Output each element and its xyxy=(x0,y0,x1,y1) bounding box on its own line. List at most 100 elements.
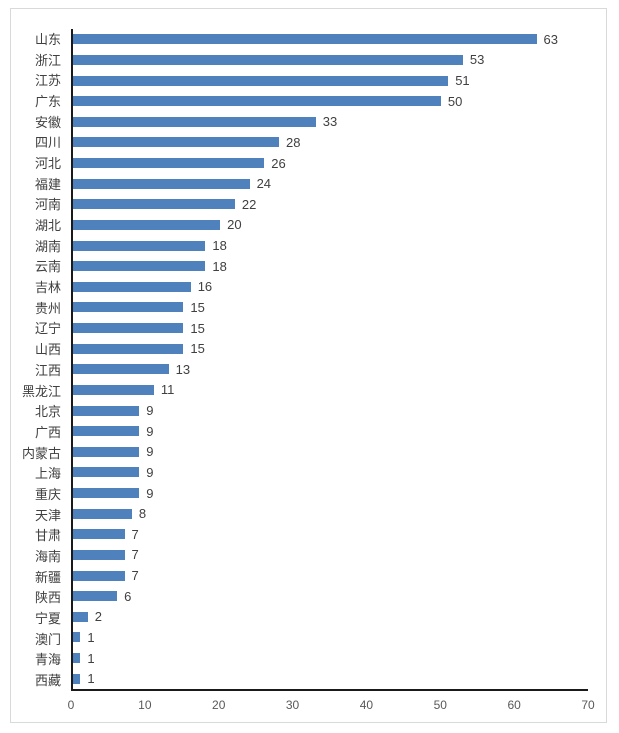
x-tick-label: 30 xyxy=(285,698,300,712)
value-label: 15 xyxy=(190,299,205,315)
bar xyxy=(73,364,169,375)
category-label: 天津 xyxy=(34,507,61,523)
bar-row: 9 xyxy=(73,483,588,504)
value-label: 7 xyxy=(131,568,139,584)
bar xyxy=(73,488,140,499)
bar-row: 1 xyxy=(73,668,588,689)
chart-frame: 山东 浙江 江苏 广东 安徽 四川 河北 福建 河南 湖北 湖南 云南 吉林 贵州 辽宁 山西 江西 黑龙江 北京广… xyxy=(10,8,607,723)
bar xyxy=(73,653,81,664)
bar-row: 2 xyxy=(73,607,588,628)
category-label: 海南 xyxy=(34,549,61,565)
bar-row: 9 xyxy=(73,421,588,442)
category-label: 河南 xyxy=(34,197,61,213)
category-label: 浙江 xyxy=(34,52,61,68)
category-label: 福建 xyxy=(34,176,61,192)
bar-row: 8 xyxy=(73,503,588,524)
bar xyxy=(73,137,279,148)
category-label: 湖北 xyxy=(34,218,61,234)
category-label: 广西 xyxy=(34,424,61,440)
bar xyxy=(73,529,125,540)
bar xyxy=(73,591,118,602)
category-label: 湖南 xyxy=(34,238,61,254)
bar-row: 1 xyxy=(73,648,588,669)
bar xyxy=(73,611,88,622)
bar xyxy=(73,570,125,581)
bar-row: 6 xyxy=(73,586,588,607)
category-label: 澳门 xyxy=(34,631,61,647)
bar-row: 18 xyxy=(73,235,588,256)
x-tick-label: 50 xyxy=(433,698,447,712)
category-label: 广东 xyxy=(34,93,61,109)
bar xyxy=(73,54,463,65)
bar xyxy=(73,178,250,189)
category-label: 青海 xyxy=(34,652,61,668)
bar-row: 15 xyxy=(73,297,588,318)
bar xyxy=(73,405,140,416)
value-label: 24 xyxy=(256,176,272,192)
value-label: 26 xyxy=(271,155,286,171)
category-label: 吉林 xyxy=(34,280,61,296)
bar-row: 7 xyxy=(73,524,588,545)
bar-row: 7 xyxy=(73,565,588,586)
bar-row: 18 xyxy=(73,256,588,277)
bar xyxy=(73,219,221,230)
value-label: 8 xyxy=(138,506,147,522)
bar-row: 53 xyxy=(73,50,588,71)
bar xyxy=(73,240,206,251)
value-label: 7 xyxy=(131,547,139,563)
bar xyxy=(73,199,235,210)
bar xyxy=(73,426,140,437)
value-label: 20 xyxy=(227,217,242,233)
value-label: 6 xyxy=(124,588,132,604)
bar xyxy=(73,75,449,86)
bar-row: 11 xyxy=(73,380,588,401)
value-label: 11 xyxy=(160,382,175,398)
bar-row: 1 xyxy=(73,627,588,648)
bar xyxy=(73,508,132,519)
value-label: 2 xyxy=(94,609,102,625)
value-label: 16 xyxy=(197,279,213,295)
value-label: 33 xyxy=(322,114,338,130)
bar xyxy=(73,158,265,169)
value-label: 50 xyxy=(447,93,463,109)
bar xyxy=(73,34,537,45)
bar xyxy=(73,302,184,313)
bar-row: 9 xyxy=(73,442,588,463)
value-label: 9 xyxy=(146,423,154,439)
bar xyxy=(73,632,81,643)
category-label: 贵州 xyxy=(34,300,61,316)
category-label: 江苏 xyxy=(34,73,61,89)
bar-row: 7 xyxy=(73,545,588,566)
value-label: 1 xyxy=(87,671,95,687)
bar-row: 9 xyxy=(73,400,588,421)
x-tick-label: 20 xyxy=(212,698,226,712)
bar-row: 51 xyxy=(73,70,588,91)
bar-row: 22 xyxy=(73,194,588,215)
bar-row: 16 xyxy=(73,277,588,298)
plot-area: 63 53 51 50 33 28 26 24 22 20 18 18 16 15 15 15 13 11 9 9 9 9… xyxy=(71,29,588,691)
bar-row: 63 xyxy=(73,29,588,50)
category-label: 黑龙江 xyxy=(21,383,61,399)
bar xyxy=(73,446,140,457)
bar-row: 15 xyxy=(73,338,588,359)
category-label: 四川 xyxy=(34,135,61,151)
value-label: 1 xyxy=(87,650,95,666)
bar xyxy=(73,384,154,395)
value-label: 9 xyxy=(146,403,154,419)
bar-row: 28 xyxy=(73,132,588,153)
bar-row: 26 xyxy=(73,153,588,174)
value-label: 51 xyxy=(455,73,470,89)
category-label: 西藏 xyxy=(34,673,61,689)
value-label: 1 xyxy=(87,629,95,645)
category-label: 内蒙古 xyxy=(21,445,61,461)
bar-row: 20 xyxy=(73,215,588,236)
category-label: 辽宁 xyxy=(34,321,61,337)
category-label: 北京 xyxy=(34,404,61,420)
x-tick-label: 40 xyxy=(359,698,374,712)
bar-row: 33 xyxy=(73,112,588,133)
value-label: 53 xyxy=(469,52,485,68)
bar-row: 24 xyxy=(73,173,588,194)
category-label: 宁夏 xyxy=(34,611,61,627)
value-label: 28 xyxy=(286,134,301,150)
